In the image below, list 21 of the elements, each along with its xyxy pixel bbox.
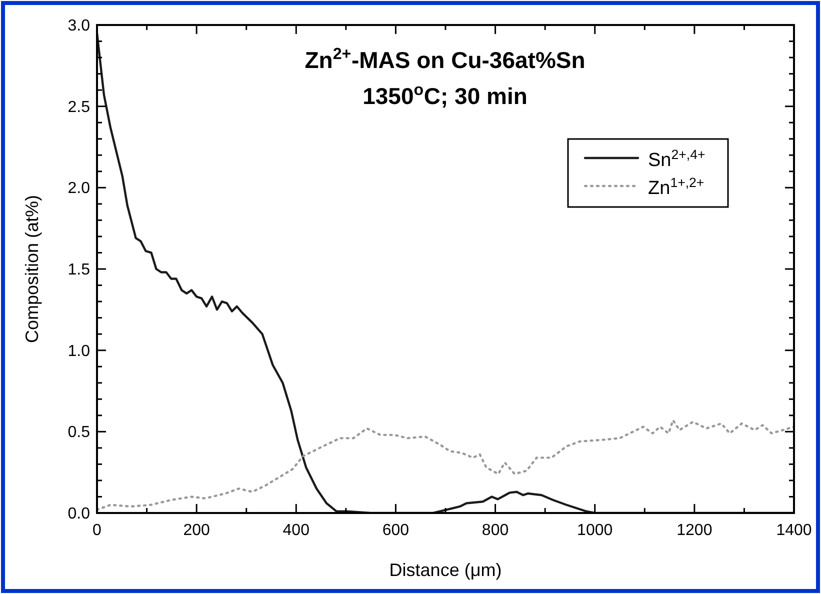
x-tick-label: 0 xyxy=(92,522,102,539)
y-tick-label: 3.0 xyxy=(68,18,90,34)
y-axis-title: Composition (at%) xyxy=(22,194,42,344)
y-tick-label: 2.0 xyxy=(68,180,90,198)
x-tick-label: 1000 xyxy=(577,522,613,539)
x-tick-label: 1200 xyxy=(676,522,712,539)
x-tick-label: 1400 xyxy=(776,522,812,539)
x-tick-label: 800 xyxy=(482,522,509,539)
line-series xyxy=(97,419,794,511)
x-tick-label: 200 xyxy=(183,522,210,539)
x-tick-label: 400 xyxy=(282,522,310,539)
x-tick-label: 600 xyxy=(382,522,410,539)
text: Zn$^{2+}$-MAS on Cu-36at%Sn 1350$^{o}$C; 30 min xyxy=(304,45,586,109)
y-tick-label: 1.0 xyxy=(68,342,90,360)
y-tick-label: 0.5 xyxy=(68,424,90,442)
legend-label: Zn$^{1+,2+}$ xyxy=(648,174,704,199)
y-tick-label: 1.5 xyxy=(68,262,90,278)
legend-label: Sn$^{2+,4+}$ xyxy=(648,146,706,171)
y-tick-label: 2.5 xyxy=(68,98,90,116)
y-tick-label: 0.0 xyxy=(68,506,90,522)
x-axis-title: Distance (μm) xyxy=(389,560,502,580)
